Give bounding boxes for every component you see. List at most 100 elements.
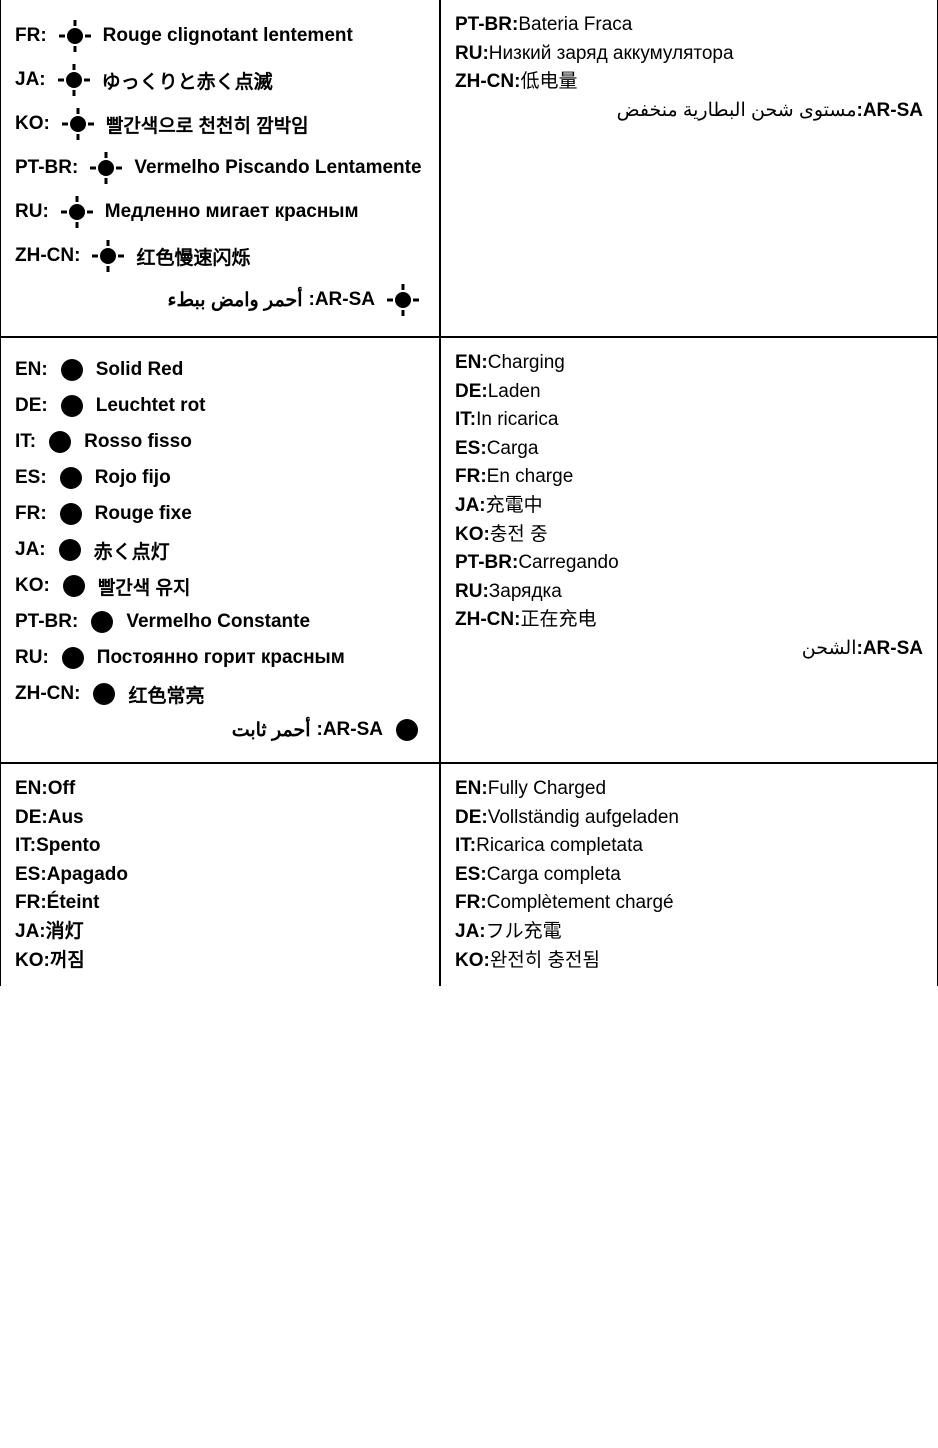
led-label: Solid Red bbox=[96, 359, 184, 381]
lang-code: AR-SA: bbox=[857, 100, 924, 121]
meaning-line: DE:Vollständig aufgeladen bbox=[455, 805, 923, 832]
lang-code: EN: bbox=[15, 359, 48, 381]
meaning-label: Laden bbox=[488, 381, 541, 402]
led-row: ZH-CN: 红色慢速闪烁 bbox=[15, 238, 425, 274]
off-label: Aus bbox=[48, 807, 84, 828]
meaning-label: Vollständig aufgeladen bbox=[488, 807, 679, 828]
lang-code: RU: bbox=[455, 581, 489, 602]
led-solid-icon bbox=[58, 392, 86, 420]
off-label: Off bbox=[48, 778, 75, 799]
led-blink-icon bbox=[56, 62, 92, 98]
led-blink-icon bbox=[88, 150, 124, 186]
lang-code: DE: bbox=[15, 395, 48, 417]
lang-code: JA: bbox=[455, 495, 486, 516]
meaning-line: DE:Laden bbox=[455, 379, 923, 406]
lang-code: KO: bbox=[15, 575, 50, 597]
meaning-label: Complètement chargé bbox=[487, 892, 674, 913]
lang-code: DE: bbox=[455, 807, 488, 828]
cell-off: EN:OffDE:AusIT:SpentoES:ApagadoFR:Éteint… bbox=[0, 763, 440, 986]
off-label: Spento bbox=[36, 835, 100, 856]
led-solid-icon bbox=[58, 392, 86, 420]
meaning-line: ES:Apagado bbox=[15, 862, 425, 889]
meaning-label: En charge bbox=[487, 466, 574, 487]
led-row: FR: Rouge clignotant lentement bbox=[15, 18, 425, 54]
lang-code: FR: bbox=[455, 466, 487, 487]
meaning-label: Ricarica completata bbox=[476, 835, 643, 856]
led-status-table: FR: Rouge clignotant lentementJA: ゆっくりと赤… bbox=[0, 0, 938, 986]
meaning-label: Carga bbox=[487, 438, 539, 459]
meaning-line: PT-BR:Carregando bbox=[455, 550, 923, 577]
lang-code: PT-BR: bbox=[15, 611, 78, 633]
meaning-line: RU:Зарядка bbox=[455, 579, 923, 606]
led-label: Rouge fixe bbox=[95, 503, 192, 525]
led-row: AR-SA: أحمر ثابت bbox=[15, 716, 425, 744]
lang-code: FR: bbox=[15, 892, 47, 913]
lang-code: EN: bbox=[455, 352, 488, 373]
meaning-label: 充電中 bbox=[486, 495, 543, 516]
led-row: FR: Rouge fixe bbox=[15, 500, 425, 528]
meaning-line: RU:Низкий заряд аккумулятора bbox=[455, 41, 923, 68]
meaning-line: EN:Charging bbox=[455, 350, 923, 377]
led-row: KO: 빨간색으로 천천히 깜박임 bbox=[15, 106, 425, 142]
led-solid-icon bbox=[60, 572, 88, 600]
off-label: 消灯 bbox=[46, 921, 84, 942]
led-blink-icon bbox=[60, 106, 96, 142]
lang-code: DE: bbox=[455, 381, 488, 402]
meaning-label: 低电量 bbox=[520, 71, 577, 92]
lang-code: ZH-CN: bbox=[15, 245, 80, 267]
lang-code: ES: bbox=[15, 864, 47, 885]
meaning-label: In ricarica bbox=[476, 409, 558, 430]
lang-code: AR-SA: bbox=[317, 719, 384, 741]
led-solid-icon bbox=[46, 428, 74, 456]
lang-code: DE: bbox=[15, 807, 48, 828]
led-blink-icon bbox=[60, 106, 96, 142]
off-label: Apagado bbox=[47, 864, 128, 885]
meaning-line: PT-BR:Bateria Fraca bbox=[455, 12, 923, 39]
lang-code: PT-BR: bbox=[15, 157, 78, 179]
led-blink-icon bbox=[57, 18, 93, 54]
meaning-label: 正在充电 bbox=[520, 609, 596, 630]
led-solid-icon bbox=[393, 716, 421, 744]
led-row: EN: Solid Red bbox=[15, 356, 425, 384]
lang-code: KO: bbox=[15, 113, 50, 135]
meaning-label: Charging bbox=[488, 352, 565, 373]
lang-code: EN: bbox=[455, 778, 488, 799]
led-solid-icon bbox=[90, 680, 118, 708]
led-row: IT: Rosso fisso bbox=[15, 428, 425, 456]
led-solid-icon bbox=[57, 464, 85, 492]
led-solid-icon bbox=[57, 464, 85, 492]
led-blink-icon bbox=[59, 194, 95, 230]
lang-code: IT: bbox=[455, 835, 476, 856]
led-solid-icon bbox=[58, 356, 86, 384]
led-label: Vermelho Piscando Lentamente bbox=[134, 157, 421, 179]
led-solid-icon bbox=[56, 536, 84, 564]
led-solid-icon bbox=[46, 428, 74, 456]
meaning-label: Carregando bbox=[518, 552, 618, 573]
cell-charging: EN:ChargingDE:LadenIT:In ricaricaES:Carg… bbox=[440, 337, 938, 763]
led-label: أحمر وامض ببطء bbox=[168, 289, 303, 312]
meaning-label: مستوى شحن البطارية منخفض bbox=[617, 100, 857, 121]
led-label: Rosso fisso bbox=[84, 431, 192, 453]
led-label: Rouge clignotant lentement bbox=[103, 25, 353, 47]
meaning-line: KO:완전히 충전됨 bbox=[455, 948, 923, 975]
meaning-line: KO:충전 중 bbox=[455, 522, 923, 549]
led-label: 红色慢速闪烁 bbox=[136, 243, 250, 270]
lang-code: JA: bbox=[15, 921, 46, 942]
led-row: JA: 赤く点灯 bbox=[15, 536, 425, 564]
meaning-line: EN:Fully Charged bbox=[455, 776, 923, 803]
led-blink-icon bbox=[56, 62, 92, 98]
lang-code: AR-SA: bbox=[309, 289, 376, 311]
meaning-line: IT:Ricarica completata bbox=[455, 833, 923, 860]
lang-code: IT: bbox=[15, 431, 36, 453]
led-row: DE: Leuchtet rot bbox=[15, 392, 425, 420]
led-label: Rojo fijo bbox=[95, 467, 171, 489]
lang-code: ZH-CN: bbox=[15, 683, 80, 705]
led-solid-icon bbox=[57, 500, 85, 528]
off-label: Éteint bbox=[47, 892, 100, 913]
meaning-line: JA:充電中 bbox=[455, 493, 923, 520]
meaning-line: ZH-CN:低电量 bbox=[455, 69, 923, 96]
led-row: KO: 빨간색 유지 bbox=[15, 572, 425, 600]
led-label: أحمر ثابت bbox=[232, 719, 311, 742]
led-blink-icon bbox=[88, 150, 124, 186]
meaning-line: AR-SA:مستوى شحن البطارية منخفض bbox=[455, 98, 923, 125]
